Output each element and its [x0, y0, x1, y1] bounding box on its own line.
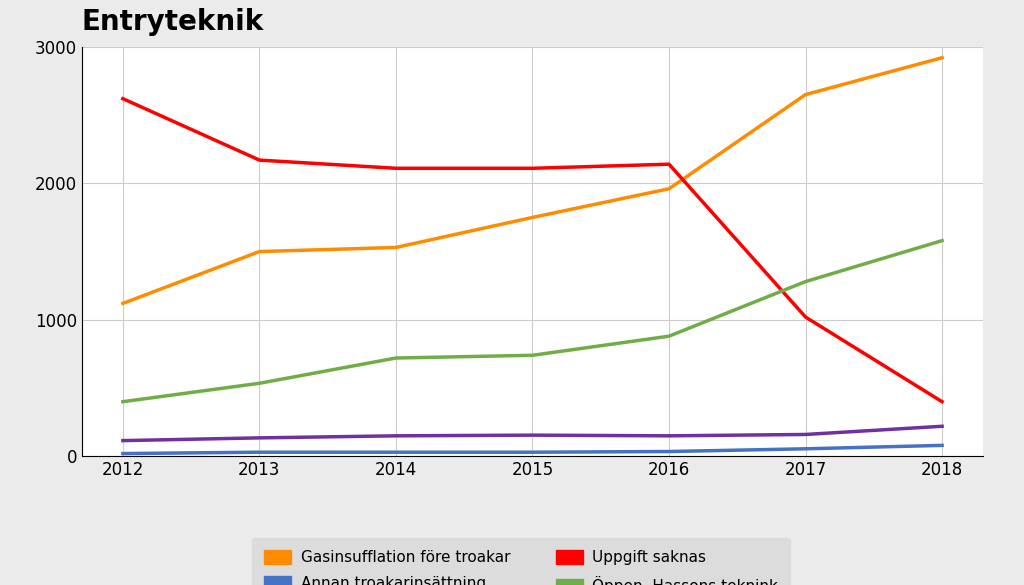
Text: Entryteknik: Entryteknik — [82, 8, 264, 36]
Legend: Gasinsufflation före troakar, Annan troakarinsättning, Troakar insättes blint ut: Gasinsufflation före troakar, Annan troa… — [252, 538, 791, 585]
